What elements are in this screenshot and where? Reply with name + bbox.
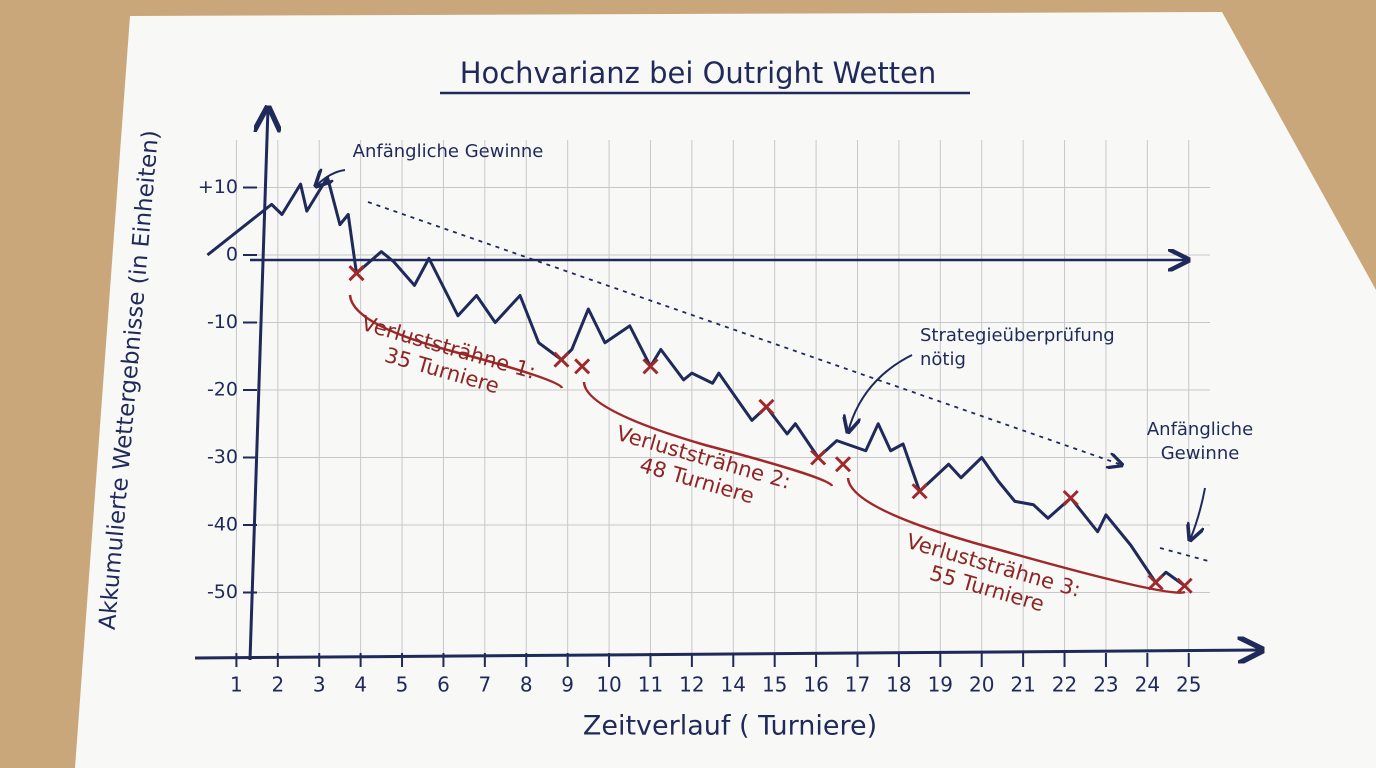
grid <box>235 140 1210 660</box>
x-tick-label: 21 <box>1010 673 1035 697</box>
x-tick-label: 25 <box>1176 673 1201 697</box>
x-tick-label: 8 <box>520 673 533 697</box>
loss-marker <box>348 265 365 282</box>
x-tick-label: 15 <box>762 673 787 697</box>
x-axis <box>194 650 1262 658</box>
annotation-text: Anfängliche <box>1147 419 1253 440</box>
bracket <box>348 294 564 389</box>
annotation-text: nötig <box>920 349 966 370</box>
annotation: Anfängliche Gewinne <box>1147 419 1253 464</box>
loss-marker <box>553 351 570 368</box>
y-tick-label: -50 <box>207 581 238 603</box>
x-tick-label: 10 <box>596 673 621 697</box>
annotation: Anfängliche Gewinne <box>353 141 544 162</box>
x-tick-label: 16 <box>803 673 828 697</box>
y-tick-label: -30 <box>207 446 238 468</box>
x-tick-label: 7 <box>478 673 491 697</box>
chart-title: Hochvarianz bei Outright Wetten <box>460 56 937 90</box>
x-axis-label: Zeitverlauf ( Turniere) <box>583 711 877 742</box>
annotation-text: Strategieüberprüfung <box>920 325 1115 346</box>
x-tick-label: 19 <box>928 673 953 697</box>
arrow <box>316 170 346 186</box>
x-tick-label: 18 <box>886 673 911 697</box>
y-tick-label: -40 <box>207 514 238 536</box>
y-tick-label: +10 <box>198 176 238 198</box>
x-tick-label: 12 <box>679 673 704 697</box>
x-tick-label: 17 <box>845 673 870 697</box>
annotation-text: Gewinne <box>1161 443 1240 464</box>
bracket <box>846 477 1186 594</box>
annotation-text: Anfängliche Gewinne <box>353 141 544 162</box>
x-tick-label: 23 <box>1093 673 1118 697</box>
loss-marker <box>1062 489 1079 507</box>
y-axis <box>248 108 268 661</box>
x-tick-label: 4 <box>354 673 367 697</box>
x-tick-label: 11 <box>638 673 663 697</box>
loss-marker <box>911 483 928 500</box>
trend-line <box>367 201 1122 465</box>
data-line <box>206 175 1186 587</box>
x-tick-label: 6 <box>437 673 450 697</box>
loss-marker <box>1147 574 1164 591</box>
x-tick-label: 1 <box>230 673 243 697</box>
loss-marker <box>834 456 852 473</box>
arrow <box>1190 487 1206 540</box>
x-tick-label: 5 <box>396 673 409 697</box>
x-tick-label: 24 <box>1135 673 1160 697</box>
x-tick-label: 14 <box>721 673 746 697</box>
x-tick-label: 2 <box>271 673 284 697</box>
x-tick-label: 3 <box>313 673 326 697</box>
x-tick-label: 22 <box>1052 673 1077 697</box>
x-tick-label: 9 <box>561 673 574 697</box>
y-tick-label: -20 <box>207 379 238 401</box>
annotation: Strategieüberprüfung nötig <box>920 325 1115 370</box>
loss-marker <box>1176 577 1193 594</box>
loss-marker <box>574 358 591 375</box>
loss-marker <box>642 358 659 375</box>
bracket <box>582 381 834 487</box>
x-tick-label: 20 <box>969 673 994 697</box>
loss-marker <box>810 449 827 466</box>
arrow <box>848 354 913 432</box>
y-tick-label: 0 <box>226 244 238 266</box>
y-tick-label: -10 <box>207 311 238 333</box>
loss-marker <box>758 398 775 415</box>
